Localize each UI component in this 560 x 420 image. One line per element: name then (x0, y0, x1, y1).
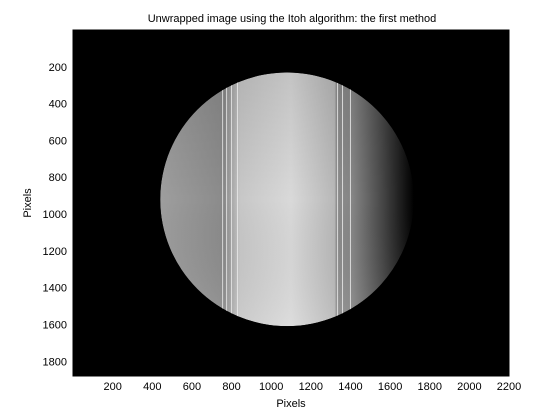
x-tick-label: 400 (143, 381, 161, 393)
y-tick-label: 1200 (43, 246, 67, 258)
y-tick-label: 1000 (43, 209, 67, 221)
y-tick-label: 800 (49, 172, 67, 184)
x-tick-label: 1400 (338, 381, 362, 393)
x-tick-label: 1200 (299, 381, 323, 393)
x-tick-label: 800 (222, 381, 240, 393)
x-tick-label: 600 (183, 381, 201, 393)
x-tick-label: 1800 (417, 381, 441, 393)
y-axis-ticks: 200 400 600 800 1000 1200 1400 1600 1800 (43, 62, 77, 368)
x-axis-ticks: 200 400 600 800 1000 1200 1400 1600 1800 2000 2200 (103, 372, 521, 393)
x-tick-label: 2200 (497, 381, 521, 393)
y-tick-label: 400 (49, 99, 67, 111)
x-tick-label: 1000 (259, 381, 283, 393)
chart-title: Unwrapped image using the Itoh algorithm… (148, 13, 437, 25)
x-tick-label: 200 (103, 381, 121, 393)
y-tick-label: 1400 (43, 283, 67, 295)
y-tick-label: 600 (49, 135, 67, 147)
y-tick-label: 200 (49, 62, 67, 74)
disk-shading (160, 72, 414, 327)
y-tick-label: 1600 (43, 319, 67, 331)
y-tick-label: 1800 (43, 356, 67, 368)
y-axis-label: Pixels (22, 188, 34, 218)
x-tick-label: 2000 (457, 381, 481, 393)
x-tick-label: 1600 (378, 381, 402, 393)
x-axis-label: Pixels (276, 398, 306, 410)
plot-frame (72, 29, 510, 377)
